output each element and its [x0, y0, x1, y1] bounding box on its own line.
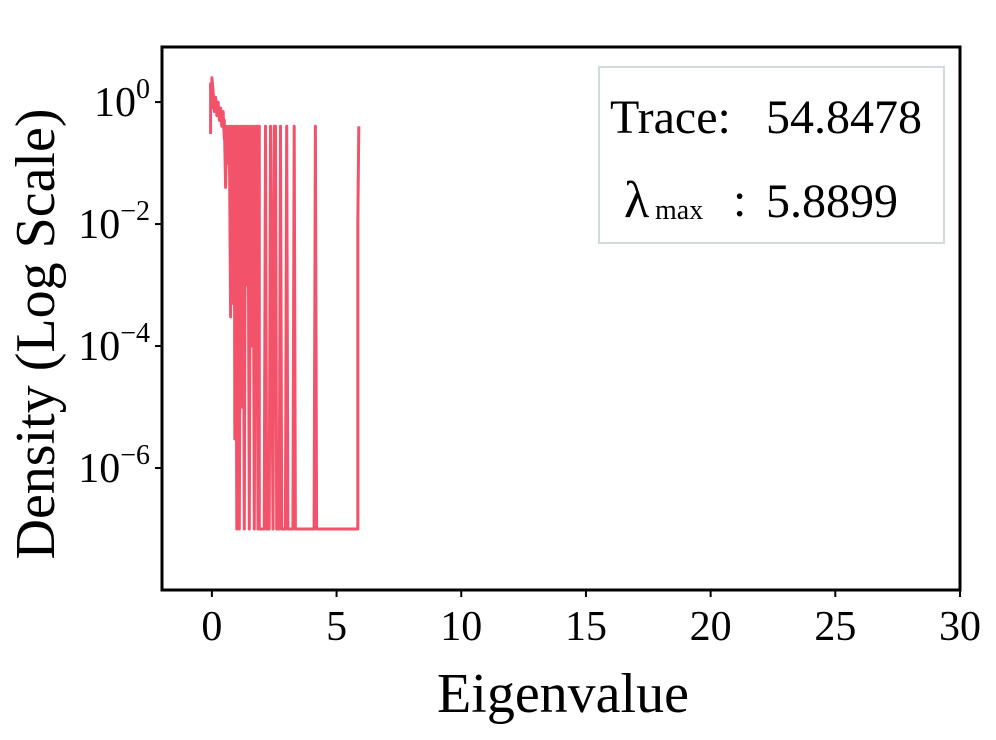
x-tick-label: 5 [326, 604, 347, 650]
x-tick-label: 30 [939, 604, 981, 650]
x-tick-label: 10 [440, 604, 482, 650]
legend: Trace: 54.8478 λ max : 5.8899 [598, 66, 945, 244]
plot-frame [160, 45, 962, 592]
y-tick-label: 10−6 [78, 440, 150, 492]
x-tick-label: 15 [565, 604, 607, 650]
lambda-subscript: max [655, 195, 703, 226]
y-tick-label: 100 [94, 74, 150, 126]
y-tick-label: 10−2 [78, 196, 150, 248]
trace-label: Trace: [610, 91, 731, 144]
y-axis-title: Density (Log Scale) [5, 109, 67, 560]
y-axis: 100 10−2 10−4 10−6 [78, 74, 162, 492]
y-tick-label: 10−4 [78, 318, 150, 370]
lambda-value: 5.8899 [766, 175, 898, 228]
lambda-separator: : [733, 174, 746, 227]
x-axis-title: Eigenvalue [437, 663, 689, 725]
x-tick-label: 0 [201, 604, 222, 650]
density-series-line [209, 76, 361, 531]
legend-box [598, 66, 945, 244]
x-tick-label: 25 [814, 604, 856, 650]
x-tick-label: 20 [690, 604, 732, 650]
x-axis: 0 5 10 15 20 25 30 [201, 590, 981, 650]
lambda-symbol: λ [624, 172, 649, 229]
trace-value: 54.8478 [766, 91, 922, 144]
